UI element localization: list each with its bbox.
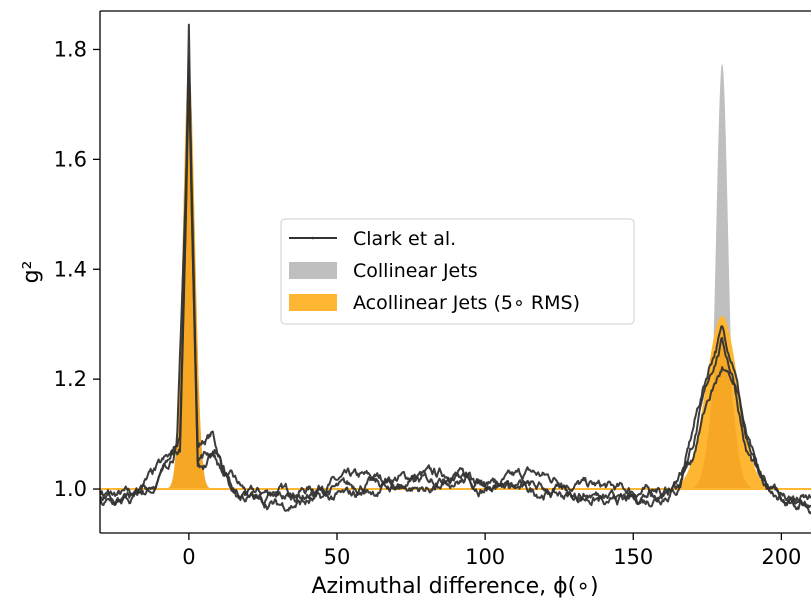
legend: Clark et al. Collinear Jets Acollinear J… <box>280 218 635 325</box>
legend-swatch-acollinear <box>289 294 337 311</box>
legend-label-collinear: Collinear Jets <box>353 260 478 282</box>
y-tick-label-2: 1.4 <box>54 257 87 281</box>
y-tick-label-0: 1.0 <box>54 477 87 501</box>
clark-et-al-series <box>100 23 811 515</box>
legend-label-clark: Clark et al. <box>353 228 456 250</box>
x-tick-label-200: 200 <box>761 545 801 569</box>
x-tick-label-100: 100 <box>465 545 505 569</box>
y-tick-label-1: 1.2 <box>54 367 87 391</box>
legend-label-acollinear: Acollinear Jets (5∘ RMS) <box>353 292 580 314</box>
y-tick-label-4: 1.8 <box>54 37 87 61</box>
x-tick-label-50: 50 <box>324 545 351 569</box>
y-axis-ticks: 1.0 1.2 1.4 1.6 1.8 <box>54 37 100 501</box>
clark-trace-3 <box>100 72 811 512</box>
y-axis-title: g² <box>19 261 44 284</box>
x-tick-label-0: 0 <box>182 545 195 569</box>
clark-trace-2 <box>100 58 811 508</box>
legend-line-marker <box>311 236 315 240</box>
x-axis-title: Azimuthal difference, ϕ(∘) <box>311 574 598 599</box>
legend-box <box>280 218 635 325</box>
acollinear-jets-area <box>100 63 811 491</box>
legend-swatch-collinear <box>289 262 337 279</box>
x-tick-label-150: 150 <box>613 545 653 569</box>
y-tick-label-3: 1.6 <box>54 147 87 171</box>
x-axis-ticks: 0 50 100 150 200 <box>182 533 801 569</box>
acollinear-jets-fill <box>100 63 811 490</box>
